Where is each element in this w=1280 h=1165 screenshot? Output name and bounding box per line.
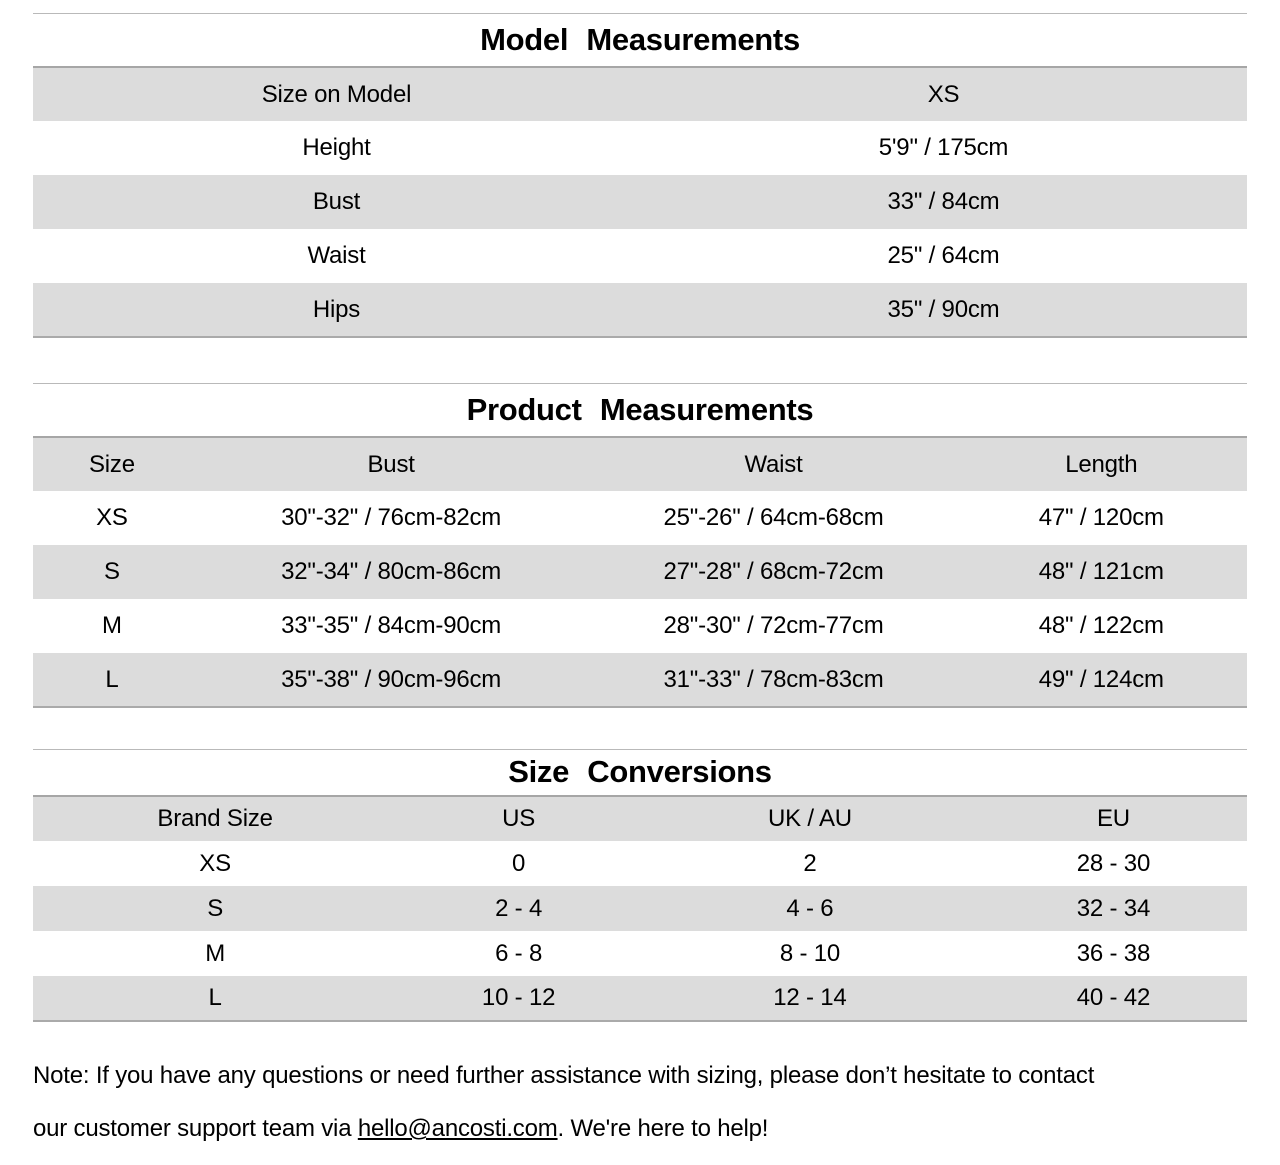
size-conversions-section: Size Conversions Brand Size US UK / AU E… [33, 749, 1247, 1022]
length-cell: 49" / 124cm [1038, 665, 1164, 693]
length-cell: 47" / 120cm [1038, 504, 1164, 531]
section-divider [33, 383, 1247, 384]
eu-size-cell: 32 - 34 [1076, 894, 1151, 922]
product-measurements-section: Product Measurements Size Bust Waist Len… [33, 383, 1247, 708]
header-cell: Size [88, 450, 135, 478]
eu-size-cell: 36 - 38 [1076, 939, 1151, 967]
table-row: XS 0 2 28 - 30 [33, 841, 1247, 886]
length-cell: 48" / 121cm [1038, 558, 1164, 585]
header-cell: EU [1096, 805, 1130, 832]
row-label-cell: Waist [307, 242, 366, 269]
uk-au-size-cell: 12 - 14 [773, 984, 847, 1011]
brand-size-cell: S [207, 894, 223, 922]
header-cell: US [502, 805, 536, 832]
sizing-note-line2-prefix: our customer support team via [33, 1115, 358, 1142]
row-value-cell: 33" / 84cm [887, 188, 1000, 215]
sizing-note: Note: If you have any questions or need … [33, 1049, 1247, 1155]
uk-au-size-cell: 8 - 10 [779, 939, 841, 967]
row-value-cell: XS [927, 80, 960, 108]
size-cell: XS [96, 504, 128, 531]
us-size-cell: 6 - 8 [495, 939, 543, 967]
table-row: Hips 35" / 90cm [33, 283, 1247, 337]
row-label-cell: Size on Model [261, 80, 412, 108]
table-row: Size on Model XS [33, 67, 1247, 121]
size-cell: S [104, 558, 120, 585]
header-cell: UK / AU [767, 805, 852, 832]
table-row: Waist 25" / 64cm [33, 229, 1247, 283]
size-conversions-title: Size Conversions [508, 754, 772, 789]
waist-cell: 31"-33" / 78cm-83cm [663, 665, 884, 693]
table-row: L 35"-38" / 90cm-96cm 31"-33" / 78cm-83c… [33, 653, 1247, 707]
model-measurements-table: Size on Model XS Height 5'9" / 175cm Bus… [33, 66, 1247, 338]
uk-au-size-cell: 2 [803, 849, 817, 877]
size-chart-page: Model Measurements Size on Model XS Heig… [0, 13, 1280, 1165]
uk-au-size-cell: 4 - 6 [786, 894, 834, 922]
us-size-cell: 2 - 4 [495, 894, 543, 922]
us-size-cell: 10 - 12 [481, 984, 556, 1011]
brand-size-cell: M [205, 939, 225, 967]
section-divider [33, 13, 1247, 14]
us-size-cell: 0 [512, 849, 526, 877]
sizing-note-line1: Note: If you have any questions or need … [33, 1062, 1095, 1089]
product-measurements-table: Size Bust Waist Length XS 30"-32" / 76cm… [33, 436, 1247, 708]
bust-cell: 33"-35" / 84cm-90cm [281, 612, 502, 639]
row-label-cell: Hips [312, 295, 361, 323]
model-measurements-title: Model Measurements [480, 22, 800, 57]
size-cell: M [102, 612, 122, 639]
model-measurements-section: Model Measurements Size on Model XS Heig… [33, 13, 1247, 338]
product-measurements-title: Product Measurements [466, 392, 814, 427]
eu-size-cell: 40 - 42 [1076, 984, 1151, 1011]
waist-cell: 28"-30" / 72cm-77cm [663, 612, 884, 639]
row-value-cell: 5'9" / 175cm [878, 134, 1009, 161]
table-row: Height 5'9" / 175cm [33, 121, 1247, 175]
table-row: S 2 - 4 4 - 6 32 - 34 [33, 886, 1247, 931]
table-row: S 32"-34" / 80cm-86cm 27"-28" / 68cm-72c… [33, 545, 1247, 599]
section-divider [33, 749, 1247, 750]
sizing-note-line2-suffix: . We're here to help! [557, 1115, 769, 1142]
table-row: M 6 - 8 8 - 10 36 - 38 [33, 931, 1247, 976]
bust-cell: 30"-32" / 76cm-82cm [281, 504, 502, 531]
row-label-cell: Height [302, 134, 371, 161]
size-cell: L [105, 665, 119, 693]
header-cell: Brand Size [157, 805, 273, 832]
length-cell: 48" / 122cm [1038, 612, 1164, 639]
header-cell: Bust [367, 450, 415, 478]
brand-size-cell: L [208, 984, 222, 1011]
row-label-cell: Bust [312, 188, 361, 215]
waist-cell: 25"-26" / 64cm-68cm [663, 504, 884, 531]
table-row: XS 30"-32" / 76cm-82cm 25"-26" / 64cm-68… [33, 491, 1247, 545]
header-row: Size Bust Waist Length [33, 437, 1247, 491]
bust-cell: 32"-34" / 80cm-86cm [281, 558, 502, 585]
eu-size-cell: 28 - 30 [1076, 849, 1151, 877]
table-row: L 10 - 12 12 - 14 40 - 42 [33, 976, 1247, 1021]
brand-size-cell: XS [199, 849, 231, 877]
table-row: Bust 33" / 84cm [33, 175, 1247, 229]
header-cell: Length [1065, 450, 1138, 478]
row-value-cell: 25" / 64cm [887, 242, 1000, 269]
bust-cell: 35"-38" / 90cm-96cm [281, 665, 502, 693]
waist-cell: 27"-28" / 68cm-72cm [663, 558, 884, 585]
support-email-link[interactable]: hello@ancosti.com [357, 1115, 558, 1142]
header-cell: Waist [744, 450, 803, 478]
table-row: M 33"-35" / 84cm-90cm 28"-30" / 72cm-77c… [33, 599, 1247, 653]
header-row: Brand Size US UK / AU EU [33, 796, 1247, 841]
row-value-cell: 35" / 90cm [887, 295, 1000, 323]
size-conversions-table: Brand Size US UK / AU EU XS 0 2 28 - 30 … [33, 795, 1247, 1022]
